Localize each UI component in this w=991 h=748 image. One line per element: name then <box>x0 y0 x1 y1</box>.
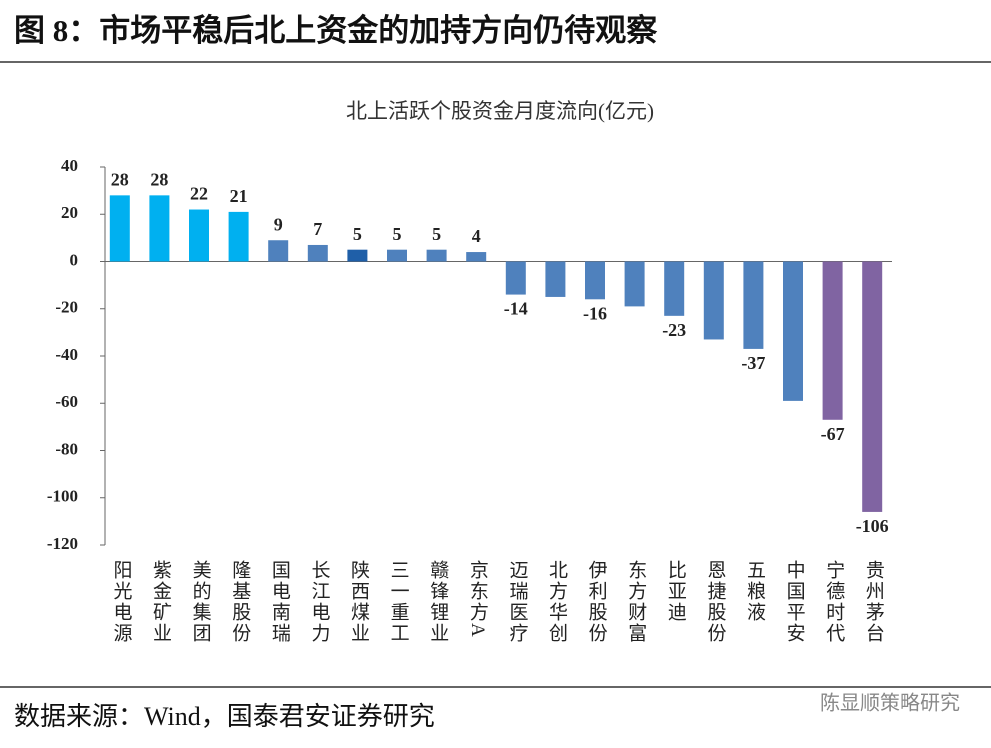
value-label: 4 <box>472 226 481 246</box>
bar <box>189 209 209 262</box>
bar <box>664 261 685 316</box>
bar <box>466 252 487 262</box>
bar <box>426 249 447 262</box>
value-label: 9 <box>274 214 283 234</box>
value-label: -67 <box>821 424 845 444</box>
value-label: 28 <box>111 169 129 189</box>
x-tick-label: 宁德时代 <box>823 560 845 644</box>
x-tick-label: 贵州茅台 <box>863 560 885 644</box>
bar <box>387 249 407 262</box>
value-label: 5 <box>432 224 441 244</box>
x-tick-label: 隆基股份 <box>229 560 251 644</box>
bar <box>822 261 843 420</box>
x-tick-label: 中国平安 <box>784 560 806 644</box>
bar <box>149 195 170 262</box>
y-tick-label: -40 <box>55 345 78 364</box>
bar <box>109 195 130 262</box>
x-tick-label: 京东方A <box>467 560 489 639</box>
chart-title: 北上活跃个股资金月度流向(亿元) <box>346 99 654 123</box>
y-tick-label: -60 <box>55 392 78 411</box>
value-label: 7 <box>313 219 322 239</box>
value-label: 21 <box>230 186 248 206</box>
bar <box>307 244 328 262</box>
value-label: 5 <box>393 224 402 244</box>
bar <box>347 249 368 262</box>
x-tick-label: 赣锋锂业 <box>427 560 449 644</box>
x-tick-label: 阳光电源 <box>110 560 132 644</box>
y-tick-label: -100 <box>47 487 78 506</box>
bar <box>743 261 764 349</box>
value-label: 28 <box>150 169 168 189</box>
x-tick-label: 三一重工 <box>388 560 410 644</box>
y-tick-label: -20 <box>55 298 78 317</box>
bar <box>268 240 289 262</box>
value-label: -14 <box>504 299 528 319</box>
x-tick-label: 迈瑞医疗 <box>506 560 528 644</box>
bar <box>228 211 249 262</box>
y-tick-label: -120 <box>47 534 78 553</box>
bar <box>505 261 526 295</box>
y-tick-label: -80 <box>55 439 78 458</box>
value-label: 22 <box>190 184 208 204</box>
value-label: -37 <box>741 353 765 373</box>
bar <box>783 261 803 401</box>
bar <box>624 261 645 307</box>
x-tick-label: 比亚迪 <box>665 560 687 623</box>
figure-title: 图 8：市场平稳后北上资金的加持方向仍待观察 <box>14 13 658 48</box>
x-tick-label: 陕西煤业 <box>348 560 370 644</box>
y-tick-label: 20 <box>61 203 78 222</box>
x-tick-label: 紫金矿业 <box>150 560 172 644</box>
x-tick-label: 美的集团 <box>190 560 212 644</box>
x-tick-label: 五粮液 <box>744 560 766 623</box>
bar <box>585 261 605 300</box>
x-tick-label: 伊利股份 <box>586 560 608 644</box>
x-tick-label: 恩捷股份 <box>704 560 726 644</box>
x-tick-label: 东方财富 <box>625 560 647 644</box>
value-label: 5 <box>353 224 362 244</box>
value-label: -106 <box>856 516 889 536</box>
y-tick-label: 0 <box>70 250 79 269</box>
value-label: -16 <box>583 303 607 323</box>
x-tick-label: 国电南瑞 <box>269 560 291 644</box>
bar <box>545 261 566 297</box>
value-label: -23 <box>662 320 686 340</box>
x-tick-label: 北方华创 <box>546 560 568 644</box>
y-tick-label: 40 <box>61 156 78 175</box>
watermark: 陈显顺策略研究 <box>820 691 960 715</box>
bar <box>862 261 883 512</box>
source: 数据来源：Wind，国泰君安证券研究 <box>14 702 435 731</box>
x-tick-label: 长江电力 <box>308 560 330 644</box>
bar <box>703 261 724 340</box>
